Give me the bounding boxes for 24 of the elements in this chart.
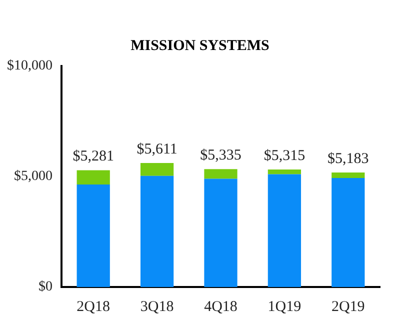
bar [140, 176, 174, 287]
x-tick-label: 2Q18 [76, 298, 110, 315]
total-label: $5,335 [200, 148, 242, 164]
bar [204, 169, 238, 179]
y-tick-label: $0 [38, 280, 52, 295]
total-label: $5,281 [72, 148, 114, 165]
bar [268, 170, 302, 174]
bar [204, 178, 238, 287]
chart-title: MISSION SYSTEMS [130, 38, 270, 55]
x-tick-label: 2Q19 [331, 298, 365, 315]
total-label: $5,611 [136, 141, 178, 158]
bar [332, 178, 365, 287]
bar [76, 170, 110, 184]
y-tick-label: $5,000 [14, 169, 52, 184]
bar [332, 172, 365, 178]
total-label: $5,315 [264, 148, 306, 164]
bar [268, 174, 302, 287]
x-tick-label: 3Q18 [140, 298, 174, 315]
x-tick-label: 4Q18 [204, 298, 238, 315]
bar [76, 184, 110, 287]
x-tick-label: 1Q19 [268, 298, 302, 315]
total-label: $5,183 [328, 150, 369, 167]
y-tick-label: $10,000 [7, 58, 52, 74]
bar [140, 162, 174, 176]
